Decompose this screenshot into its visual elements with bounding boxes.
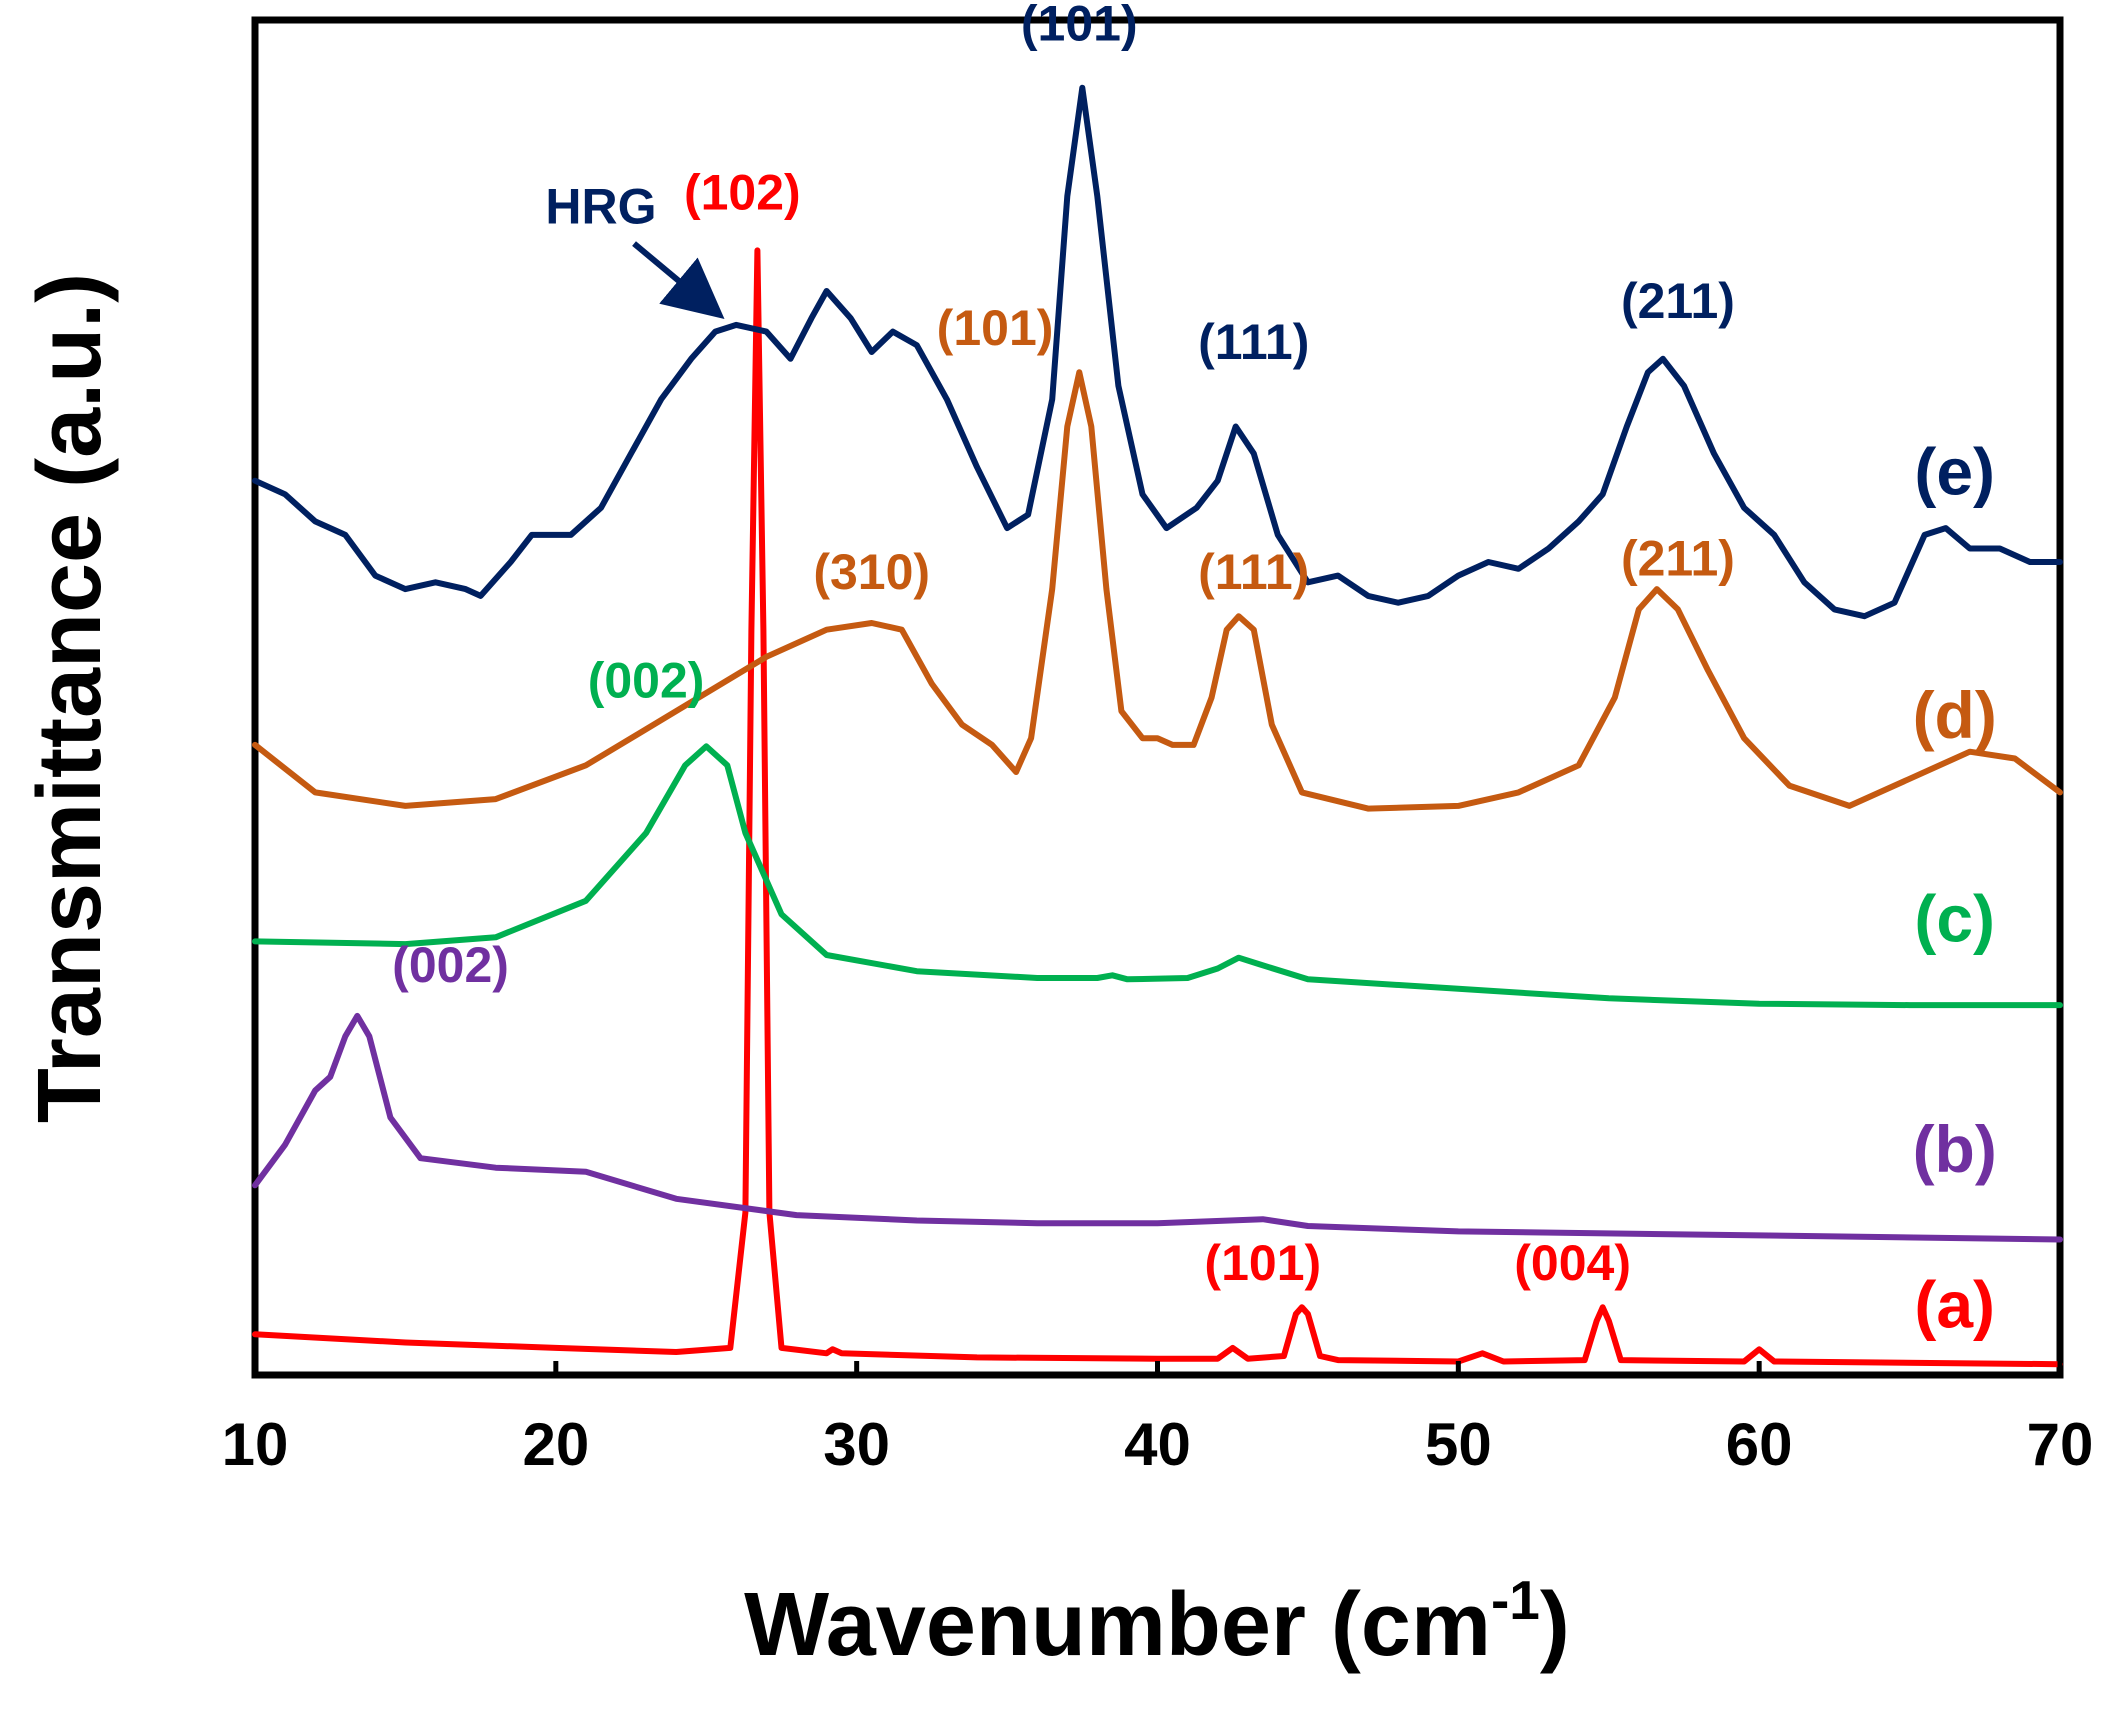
series-line-1 (252, 1012, 2063, 1243)
series-label-2: (c) (1914, 881, 1995, 955)
series-line-0 (252, 247, 2063, 1368)
peak-label-8: (211) (1621, 531, 1735, 587)
series-line-2 (252, 743, 2063, 1009)
x-axis-label: Wavenumber (cm-1) (744, 1569, 1570, 1675)
peak-label-0: (102) (684, 165, 801, 221)
peak-label-3: (002) (392, 937, 509, 993)
peak-label-5: (310) (813, 544, 930, 600)
series-label-3: (d) (1913, 678, 1997, 752)
x-tick-label-5: 60 (1726, 1411, 1793, 1478)
peak-label-9: (101) (1021, 0, 1138, 51)
x-axis-label-main: Wavenumber (cm (744, 1575, 1491, 1675)
peak-label-1: (101) (1204, 1235, 1321, 1291)
plot-area (251, 16, 2064, 1379)
x-tick-label-6: 70 (2027, 1411, 2094, 1478)
x-tick-label-0: 10 (222, 1411, 289, 1478)
x-tick-layer: 10 20 30 40 50 60 70 (222, 1361, 2094, 1478)
annotation-layer: (102) (101) (004) (002) (002) (310) (101) (111)… (392, 0, 1997, 1342)
x-axis-label-close: ) (1540, 1575, 1570, 1675)
series-line-3 (252, 369, 2063, 812)
hrg-arrow (632, 241, 725, 320)
x-axis-label-superscript: -1 (1491, 1569, 1540, 1631)
series-label-4: (e) (1914, 434, 1995, 508)
peak-label-10: (111) (1198, 314, 1309, 370)
peak-label-6: (101) (937, 300, 1054, 356)
peak-label-11: (211) (1621, 273, 1735, 329)
peak-label-4: (002) (588, 653, 705, 709)
x-tick-label-1: 20 (522, 1411, 589, 1478)
series-layer (252, 84, 2063, 1368)
series-line-4 (252, 84, 2063, 620)
series-label-0: (a) (1914, 1268, 1995, 1342)
x-tick-label-2: 30 (823, 1411, 890, 1478)
series-label-1: (b) (1913, 1112, 1997, 1186)
y-axis-label: Transmittance (a.u.) (20, 273, 120, 1123)
x-tick-label-4: 50 (1425, 1411, 1492, 1478)
x-tick-label-3: 40 (1124, 1411, 1191, 1478)
peak-label-2: (004) (1514, 1235, 1631, 1291)
peak-label-7: (111) (1198, 544, 1309, 600)
peak-label-12: HRG (545, 178, 656, 234)
